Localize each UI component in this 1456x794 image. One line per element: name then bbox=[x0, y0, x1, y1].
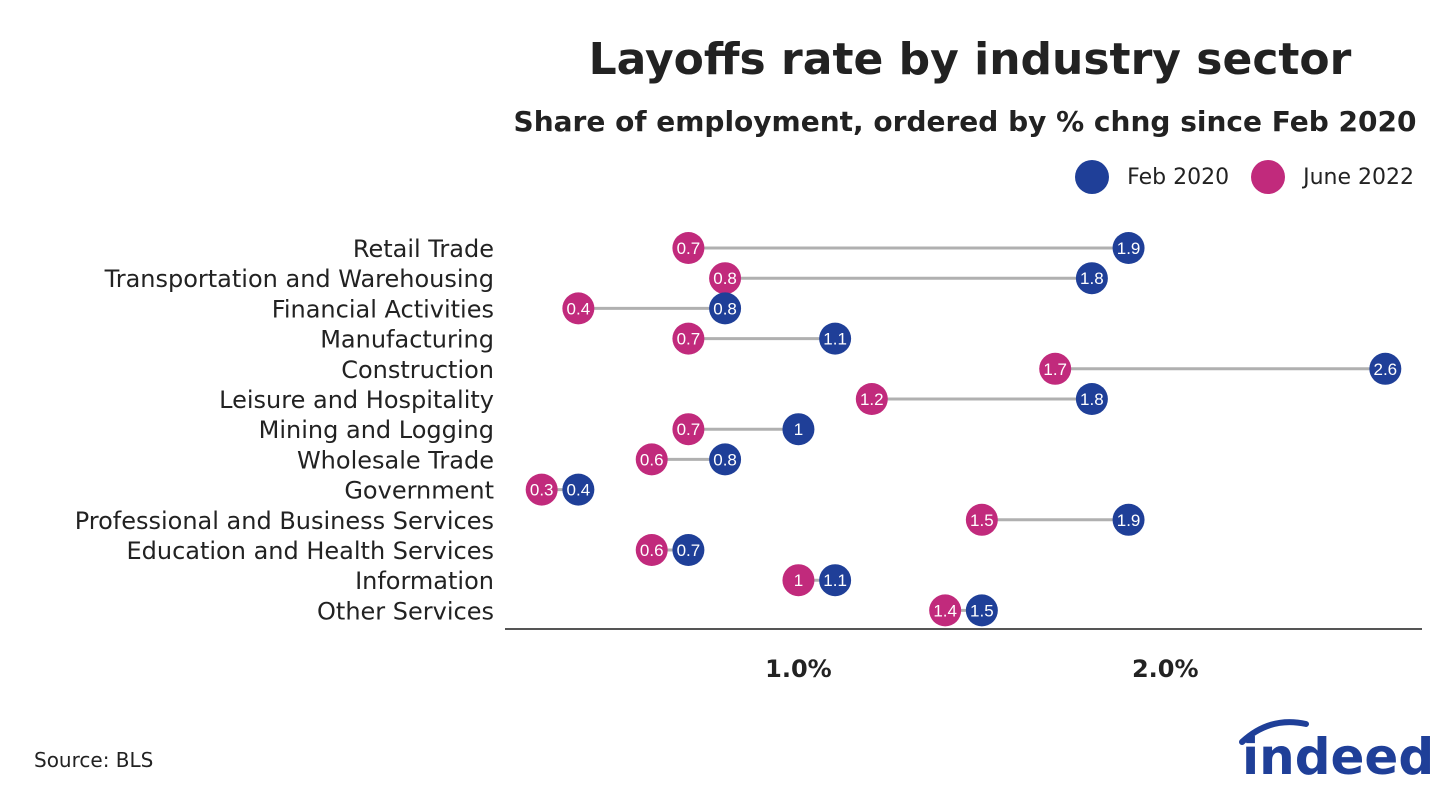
legend-item-june-2022: June 2022 bbox=[1251, 160, 1414, 194]
point-june-2022 bbox=[709, 262, 742, 295]
point-june-2022 bbox=[782, 564, 815, 597]
point-june-2022 bbox=[672, 322, 705, 355]
point-june-2022 bbox=[635, 443, 668, 476]
legend-item-feb-2020: Feb 2020 bbox=[1075, 160, 1229, 194]
legend-label-june-2022: June 2022 bbox=[1303, 164, 1414, 190]
category-label: Retail Trade bbox=[353, 235, 494, 263]
point-june-2022 bbox=[855, 383, 888, 415]
data-label-feb-2020: 1.5 bbox=[970, 601, 994, 620]
data-label-feb-2020: 0.8 bbox=[713, 450, 737, 469]
point-feb-2020 bbox=[672, 534, 705, 566]
legend-marker-feb-2020 bbox=[1075, 160, 1110, 194]
legend: Feb 2020 June 2022 bbox=[1053, 160, 1414, 194]
data-label-feb-2020: 1.8 bbox=[1080, 390, 1104, 409]
point-feb-2020 bbox=[819, 564, 852, 597]
point-june-2022 bbox=[635, 534, 668, 566]
data-label-june-2022: 0.6 bbox=[640, 541, 664, 560]
data-label-feb-2020: 1 bbox=[794, 420, 803, 439]
point-feb-2020 bbox=[1112, 232, 1145, 264]
data-label-june-2022: 0.8 bbox=[713, 269, 737, 288]
point-feb-2020 bbox=[1112, 503, 1145, 536]
category-label: Wholesale Trade bbox=[297, 446, 494, 474]
point-june-2022 bbox=[965, 503, 998, 536]
data-label-feb-2020: 1.1 bbox=[823, 330, 847, 349]
data-label-june-2022: 0.3 bbox=[530, 481, 554, 500]
logo-arc-icon bbox=[1239, 719, 1309, 745]
point-feb-2020 bbox=[782, 413, 815, 446]
category-label: Transportation and Warehousing bbox=[104, 265, 494, 293]
category-label: Information bbox=[355, 567, 494, 595]
data-label-june-2022: 0.7 bbox=[677, 420, 701, 439]
indeed-logo: indeed bbox=[1239, 719, 1430, 780]
data-label-feb-2020: 0.8 bbox=[713, 299, 737, 318]
point-feb-2020 bbox=[1369, 352, 1402, 385]
data-label-feb-2020: 1.9 bbox=[1117, 239, 1141, 258]
legend-label-feb-2020: Feb 2020 bbox=[1127, 164, 1230, 190]
data-label-june-2022: 0.7 bbox=[677, 330, 701, 349]
point-feb-2020 bbox=[965, 594, 998, 627]
data-label-june-2022: 0.7 bbox=[677, 239, 701, 258]
x-tick-label: 2.0% bbox=[1132, 655, 1199, 683]
point-feb-2020 bbox=[562, 473, 595, 506]
point-june-2022 bbox=[672, 413, 705, 446]
source-note: Source: BLS bbox=[34, 748, 154, 772]
point-june-2022 bbox=[929, 594, 962, 627]
data-label-feb-2020: 1.9 bbox=[1117, 511, 1141, 530]
category-label: Professional and Business Services bbox=[75, 507, 494, 535]
logo-wordmark: indeed bbox=[1242, 728, 1430, 780]
point-june-2022 bbox=[562, 292, 595, 325]
data-label-june-2022: 1.7 bbox=[1043, 360, 1067, 379]
point-feb-2020 bbox=[1075, 383, 1108, 415]
point-june-2022 bbox=[525, 473, 558, 506]
point-feb-2020 bbox=[819, 322, 852, 355]
category-label: Other Services bbox=[317, 597, 494, 625]
data-label-feb-2020: 0.4 bbox=[567, 481, 591, 500]
data-label-june-2022: 1.5 bbox=[970, 511, 994, 530]
legend-marker-june-2022 bbox=[1251, 160, 1286, 194]
point-feb-2020 bbox=[709, 443, 742, 476]
chart-title: Layoffs rate by industry sector bbox=[588, 34, 1352, 85]
data-label-feb-2020: 1.1 bbox=[823, 571, 847, 590]
category-label: Education and Health Services bbox=[126, 537, 494, 565]
point-june-2022 bbox=[1039, 352, 1072, 385]
data-label-june-2022: 1.4 bbox=[933, 601, 957, 620]
category-label: Mining and Logging bbox=[259, 416, 494, 444]
point-feb-2020 bbox=[1075, 262, 1108, 295]
data-label-feb-2020: 1.8 bbox=[1080, 269, 1104, 288]
category-label: Financial Activities bbox=[272, 295, 494, 323]
data-label-june-2022: 1 bbox=[794, 571, 803, 590]
category-label: Manufacturing bbox=[320, 326, 494, 354]
data-label-june-2022: 0.6 bbox=[640, 450, 664, 469]
data-label-june-2022: 1.2 bbox=[860, 390, 884, 409]
data-label-feb-2020: 0.7 bbox=[677, 541, 701, 560]
category-label: Leisure and Hospitality bbox=[219, 386, 494, 414]
data-label-feb-2020: 2.6 bbox=[1373, 360, 1397, 379]
category-label: Construction bbox=[341, 356, 494, 384]
point-feb-2020 bbox=[709, 292, 742, 325]
point-june-2022 bbox=[672, 232, 705, 264]
data-label-june-2022: 0.4 bbox=[567, 299, 591, 318]
x-tick-label: 1.0% bbox=[765, 655, 832, 683]
chart-subtitle: Share of employment, ordered by % chng s… bbox=[513, 105, 1417, 138]
category-label: Government bbox=[344, 477, 494, 505]
